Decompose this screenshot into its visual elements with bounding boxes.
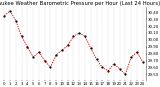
Title: Milwaukee Weather Barometric Pressure per Hour (Last 24 Hours): Milwaukee Weather Barometric Pressure pe…	[0, 1, 160, 6]
